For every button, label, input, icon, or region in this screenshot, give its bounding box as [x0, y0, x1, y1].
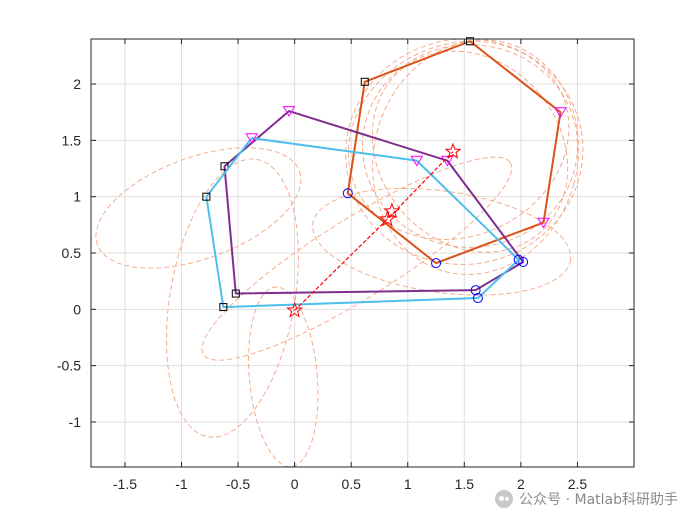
y-tick-label: -1 [69, 414, 82, 430]
triangle-marker [245, 133, 259, 145]
x-tick-label: 2 [517, 476, 525, 492]
circle-marker [431, 258, 442, 269]
circle-marker [342, 188, 353, 199]
polygon-outline-orange [346, 40, 562, 265]
dashed-trajectory-curve [345, 39, 584, 265]
y-tick-label: 0 [73, 301, 81, 317]
polygon-orange [342, 37, 567, 269]
dashed-trajectory-curve [347, 40, 570, 240]
dashed-trajectory-curve [165, 158, 299, 438]
red-path-line [294, 151, 454, 311]
x-tick-label: -0.5 [226, 476, 250, 492]
triangle-marker [537, 217, 550, 229]
polygon-cyan [202, 133, 524, 312]
y-tick-label: 0.5 [62, 245, 82, 261]
dashed-trajectory-curve [371, 50, 569, 253]
x-tick-label: 1 [404, 476, 412, 492]
red-star-marker [286, 301, 304, 318]
watermark-text: 公众号 · Matlab科研助手 [519, 492, 678, 508]
triangle-marker [282, 106, 296, 118]
axis-ticks: -1.5 -1 -0.5 0 0.5 1 1.5 2 2.5 -1 -0.5 0 0.5 1 1.5 2 [57, 39, 634, 492]
red-star-marker [444, 142, 462, 159]
circle-marker [513, 254, 524, 265]
square-marker [360, 77, 369, 86]
polygon-outline-purple [223, 110, 525, 295]
polygon-purple [220, 106, 529, 298]
y-tick-label: 1.5 [62, 132, 82, 148]
wechat-logo-icon [495, 490, 514, 508]
circle-marker [518, 257, 529, 268]
circle-marker [470, 285, 481, 296]
y-tick-label: -0.5 [57, 358, 81, 374]
square-marker [202, 192, 211, 201]
red-star-marker [383, 202, 401, 219]
x-tick-label: -1 [175, 476, 188, 492]
square-marker [219, 303, 228, 312]
plot-area: -1.5 -1 -0.5 0 0.5 1 1.5 2 2.5 -1 -0.5 0 0.5 1 1.5 2 [57, 37, 635, 492]
x-tick-label: 2.5 [568, 476, 588, 492]
y-tick-label: 2 [73, 76, 81, 92]
square-marker [465, 37, 474, 46]
polygon-series [202, 37, 567, 312]
watermark: 公众号 · Matlab科研助手 [495, 489, 678, 509]
dashed-trajectories [95, 39, 584, 467]
red-star-marker [378, 210, 396, 227]
dashed-trajectory-curve [372, 39, 580, 275]
polygon-outline-cyan [205, 137, 520, 309]
triangle-marker [410, 155, 424, 167]
square-marker [231, 289, 240, 298]
x-tick-label: -1.5 [113, 476, 137, 492]
x-tick-label: 1.5 [455, 476, 475, 492]
x-tick-label: 0.5 [341, 476, 361, 492]
dashed-trajectory-curve [201, 156, 513, 361]
dashed-trajectory-curve [248, 286, 319, 467]
triangle-marker [554, 107, 567, 119]
red-path-series [286, 142, 462, 318]
dashed-trajectory-curve [312, 187, 572, 296]
circle-marker [472, 293, 483, 304]
square-marker [220, 162, 229, 171]
x-tick-label: 0 [291, 476, 299, 492]
y-tick-label: 1 [73, 189, 81, 205]
